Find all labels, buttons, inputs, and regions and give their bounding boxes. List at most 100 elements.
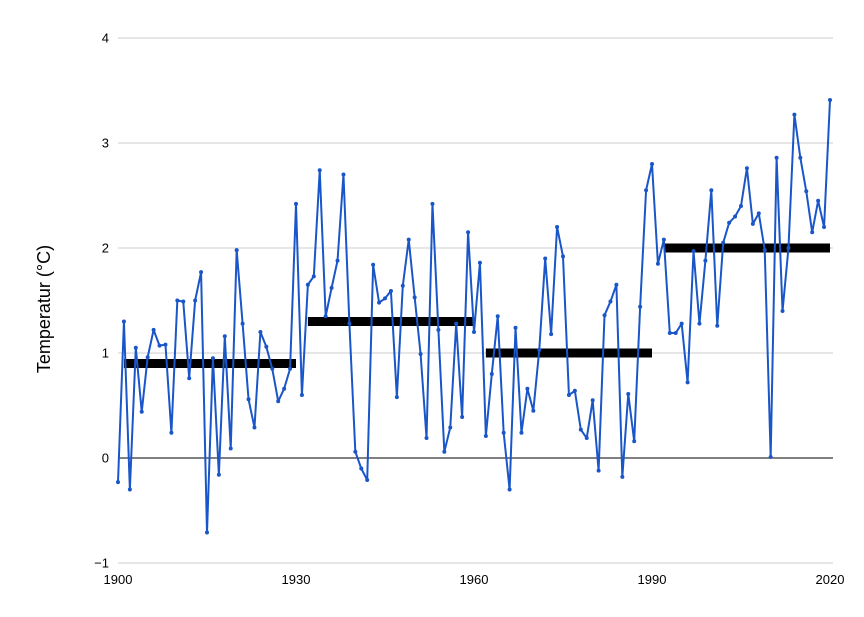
data-point [181,299,186,304]
data-point [288,366,293,371]
data-point [299,393,304,397]
y-tick-label: 0 [102,451,109,466]
data-point [703,258,708,263]
data-point [608,299,613,304]
x-tick-label: 1990 [638,572,667,587]
data-point [626,391,631,396]
data-point [163,342,168,347]
data-point [121,319,126,324]
data-point [252,425,257,430]
data-point [133,345,138,350]
data-point [638,304,643,309]
data-point [584,436,589,441]
data-point [489,372,494,376]
data-point [822,225,827,229]
data-point [276,399,281,404]
data-point [127,487,132,492]
data-point [537,347,542,352]
data-point [531,408,536,413]
y-tick-label: −1 [94,556,109,571]
data-point [418,352,423,357]
data-point [335,258,340,263]
data-point [216,472,221,477]
y-tick-label: 4 [102,31,109,46]
data-point [210,356,215,361]
period-averages [123,243,830,368]
data-point [667,331,672,336]
data-point [151,327,156,332]
x-tick-label: 1900 [104,572,133,587]
data-point [472,330,476,334]
data-point [157,343,162,348]
data-point [430,201,435,206]
data-point [329,285,334,290]
data-point [774,155,779,160]
data-point [264,344,269,349]
data-point [359,466,364,471]
data-point [377,300,382,305]
data-point [673,331,678,336]
data-point [543,256,548,261]
series-line [117,99,831,534]
y-axis-ticks: −1 0 1 2 3 4 [94,31,109,571]
data-point [199,270,204,275]
data-point [116,480,120,485]
data-point [786,246,791,250]
data-point [240,321,245,326]
data-point [139,409,144,414]
data-point [578,427,583,432]
data-point [727,220,732,225]
data-point [145,355,150,360]
data-point [222,334,227,339]
data-point [566,393,571,397]
data-point [655,261,660,266]
data-point [477,260,482,265]
data-point [246,397,251,402]
data-point [780,309,785,313]
data-point [828,97,832,102]
data-point [750,221,755,226]
data-point [590,398,595,403]
data-point [614,282,619,287]
data-point [317,168,322,173]
data-point [234,248,239,253]
data-point [436,327,441,332]
data-point [739,204,743,208]
x-tick-label: 1930 [282,572,311,587]
data-point [691,249,696,254]
data-point [816,198,821,203]
data-point [519,430,524,435]
data-point [383,296,387,301]
data-point [679,321,684,326]
data-point [442,449,447,454]
data-point [525,386,530,391]
data-point [341,172,346,177]
data-point [371,262,376,267]
data-point [810,230,815,235]
temperature-series [116,97,832,535]
data-point [483,433,488,438]
data-point [460,415,465,420]
y-tick-label: 2 [102,241,109,256]
data-point [572,388,577,393]
y-tick-label: 3 [102,136,109,151]
data-point [721,240,726,245]
data-point [495,314,500,319]
data-point [282,386,287,391]
x-axis-ticks: 1900 1930 1960 1990 2020 [104,572,845,587]
data-point [697,321,702,326]
data-point [466,230,471,235]
data-point [187,376,192,381]
data-point [644,188,649,193]
y-tick-label: 1 [102,346,109,361]
data-point [169,430,174,435]
data-point [632,439,637,444]
data-point [756,211,761,216]
x-tick-label: 1960 [460,572,489,587]
data-point [294,201,298,206]
data-point [394,395,399,400]
data-point [804,189,809,194]
data-point [798,155,803,160]
data-point [365,478,370,483]
